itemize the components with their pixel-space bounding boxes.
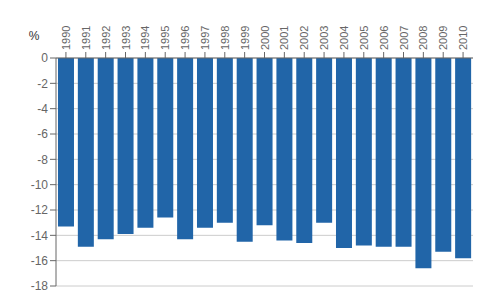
- svg-text:-8: -8: [37, 153, 48, 167]
- svg-text:1999: 1999: [239, 26, 251, 50]
- svg-text:2000: 2000: [259, 26, 271, 50]
- svg-text:2002: 2002: [298, 26, 310, 50]
- svg-text:1998: 1998: [219, 26, 231, 50]
- svg-text:2004: 2004: [338, 26, 350, 50]
- svg-text:%: %: [29, 29, 40, 43]
- svg-text:2001: 2001: [278, 26, 290, 50]
- svg-text:-10: -10: [31, 178, 49, 192]
- svg-text:2009: 2009: [437, 26, 449, 50]
- svg-text:-12: -12: [31, 203, 49, 217]
- svg-text:1991: 1991: [80, 26, 92, 50]
- svg-text:1990: 1990: [60, 26, 72, 50]
- svg-text:2008: 2008: [417, 26, 429, 50]
- svg-text:1997: 1997: [199, 26, 211, 50]
- svg-text:-16: -16: [31, 254, 49, 268]
- svg-text:-6: -6: [37, 127, 48, 141]
- svg-text:0: 0: [41, 51, 48, 65]
- svg-text:1995: 1995: [159, 26, 171, 50]
- svg-text:1994: 1994: [139, 26, 151, 50]
- svg-text:1993: 1993: [120, 26, 132, 50]
- svg-text:-4: -4: [37, 102, 48, 116]
- svg-text:1996: 1996: [179, 26, 191, 50]
- svg-text:2005: 2005: [358, 26, 370, 50]
- svg-text:1992: 1992: [100, 26, 112, 50]
- svg-text:2003: 2003: [318, 26, 330, 50]
- svg-text:2010: 2010: [457, 26, 469, 50]
- svg-text:-2: -2: [37, 77, 48, 91]
- svg-text:2007: 2007: [398, 26, 410, 50]
- svg-text:-18: -18: [31, 279, 49, 293]
- svg-text:-14: -14: [31, 229, 49, 243]
- svg-text:2006: 2006: [378, 26, 390, 50]
